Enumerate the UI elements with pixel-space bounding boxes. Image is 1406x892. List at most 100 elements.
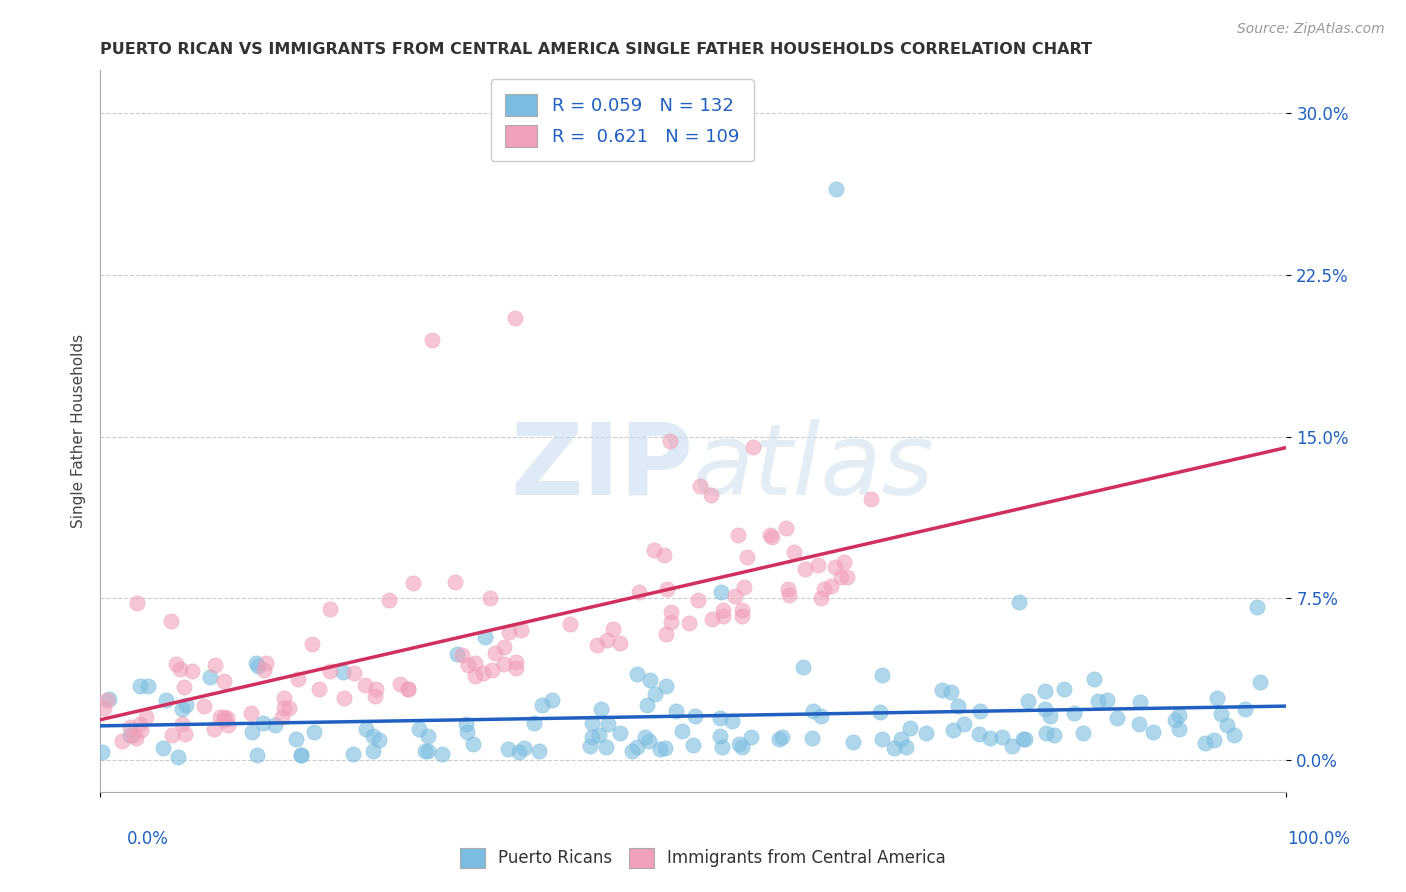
Point (396, 682, 419, 697)
Point (1083, 672, 1105, 686)
Point (240, 706, 263, 721)
Point (217, 711, 239, 725)
Point (824, 560, 846, 574)
Point (245, 656, 267, 670)
Point (655, 627, 678, 641)
Point (240, 725, 263, 739)
Point (626, 666, 648, 681)
Point (492, 640, 515, 655)
Point (1128, 717, 1150, 731)
Point (581, 716, 603, 731)
Point (508, 746, 530, 760)
Point (290, 747, 312, 762)
Point (870, 668, 893, 682)
Point (165, 657, 187, 671)
Point (505, 311, 527, 326)
Point (636, 698, 658, 713)
Point (735, 550, 758, 565)
Point (523, 715, 546, 730)
Point (595, 739, 617, 754)
Point (915, 725, 938, 739)
Point (408, 722, 430, 736)
Point (464, 669, 486, 683)
Point (1071, 726, 1094, 740)
Point (800, 731, 823, 746)
Point (931, 683, 953, 698)
Text: PUERTO RICAN VS IMMIGRANTS FROM CENTRAL AMERICA SINGLE FATHER HOUSEHOLDS CORRELA: PUERTO RICAN VS IMMIGRANTS FROM CENTRAL … (100, 42, 1092, 57)
Point (654, 740, 676, 755)
Point (609, 636, 631, 650)
Point (596, 633, 619, 648)
Point (389, 677, 412, 691)
Point (711, 608, 734, 623)
Y-axis label: Single Father Households: Single Father Households (72, 334, 86, 528)
Point (529, 744, 551, 758)
Point (496, 741, 519, 756)
Point (678, 616, 700, 631)
Point (319, 664, 342, 678)
Point (659, 615, 682, 629)
Point (655, 679, 678, 693)
Point (93, 701, 115, 715)
Point (155, 693, 177, 707)
Point (969, 727, 991, 741)
Point (810, 708, 832, 723)
Point (254, 656, 277, 670)
Point (1087, 694, 1109, 708)
Point (198, 670, 221, 684)
Point (122, 728, 145, 742)
Point (620, 743, 643, 757)
Point (1053, 681, 1076, 696)
Point (700, 611, 723, 625)
Point (596, 717, 619, 731)
Point (609, 726, 631, 740)
Point (1168, 723, 1191, 737)
Point (733, 580, 755, 594)
Point (510, 624, 533, 638)
Point (759, 527, 782, 541)
Point (481, 664, 503, 678)
Point (682, 738, 704, 752)
Point (301, 637, 323, 651)
Point (721, 714, 744, 728)
Point (558, 617, 581, 632)
Point (638, 733, 661, 747)
Point (1039, 709, 1062, 723)
Point (810, 591, 832, 605)
Point (252, 715, 274, 730)
Point (801, 704, 824, 718)
Point (655, 582, 678, 596)
Point (364, 690, 387, 704)
Point (416, 744, 439, 758)
Point (505, 656, 527, 670)
Point (125, 595, 148, 609)
Point (451, 648, 474, 662)
Point (97, 691, 120, 706)
Point (579, 739, 602, 753)
Point (898, 722, 921, 736)
Point (513, 741, 536, 756)
Point (1194, 736, 1216, 750)
Point (1233, 702, 1256, 716)
Point (948, 699, 970, 714)
Point (665, 704, 688, 718)
Point (761, 530, 783, 544)
Point (1164, 713, 1187, 727)
Point (172, 701, 194, 715)
Point (90, 745, 112, 759)
Point (1063, 706, 1085, 721)
Point (278, 701, 301, 715)
Point (741, 440, 763, 454)
Point (354, 723, 377, 737)
Point (208, 710, 231, 724)
Point (541, 692, 564, 706)
Point (792, 659, 814, 673)
Text: 100.0%: 100.0% (1286, 830, 1350, 847)
Point (396, 682, 419, 697)
Point (174, 698, 197, 712)
Point (363, 744, 385, 758)
Point (212, 710, 235, 724)
Point (602, 622, 624, 636)
Point (333, 690, 356, 705)
Point (159, 614, 181, 628)
